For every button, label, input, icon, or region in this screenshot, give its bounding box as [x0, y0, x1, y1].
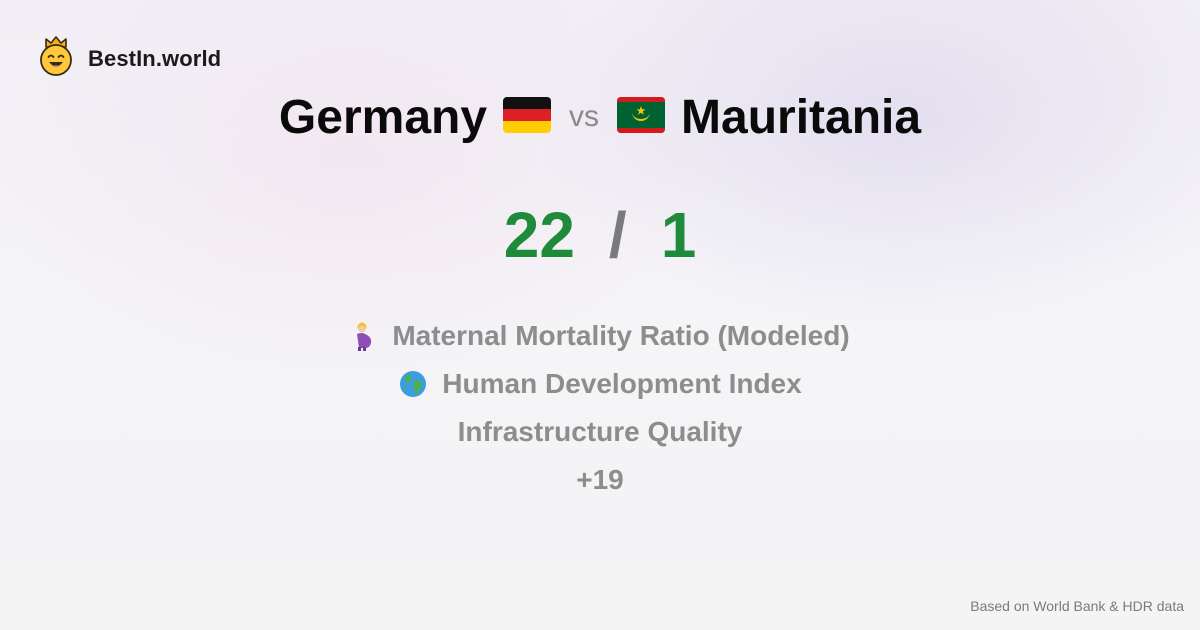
metric-item: Human Development Index [398, 360, 802, 408]
mauritania-flag-icon [617, 96, 666, 138]
metric-label: Maternal Mortality Ratio (Modeled) [392, 320, 850, 351]
germany-flag-icon [503, 96, 552, 138]
brand-name: BestIn.world [88, 45, 222, 71]
score-summary: 22 / 1 [0, 190, 1200, 280]
metric-label: Infrastructure Quality [457, 416, 743, 447]
data-source-note: Based on World Bank & HDR data [970, 598, 1184, 614]
brand[interactable]: BestIn.world [38, 36, 221, 81]
left-country-name: Germany [278, 90, 488, 144]
right-score: 1 [660, 199, 697, 271]
vs-label: vs [569, 100, 600, 133]
metric-list: Maternal Mortality Ratio (Modeled) Human… [0, 312, 1200, 504]
score-separator: / [608, 199, 627, 271]
crowned-smiley-icon [38, 36, 74, 81]
left-score: 22 [503, 199, 575, 271]
metric-item: Infrastructure Quality [458, 408, 743, 456]
more-metrics-count: +19 [576, 464, 624, 495]
right-country-name: Mauritania [681, 90, 922, 144]
metric-item: Maternal Mortality Ratio (Modeled) [350, 312, 850, 360]
globe-icon [398, 369, 428, 399]
pregnant-woman-icon [350, 321, 378, 351]
metric-label: Human Development Index [442, 368, 802, 399]
comparison-title: Germany vs Mauritania [0, 82, 1200, 152]
